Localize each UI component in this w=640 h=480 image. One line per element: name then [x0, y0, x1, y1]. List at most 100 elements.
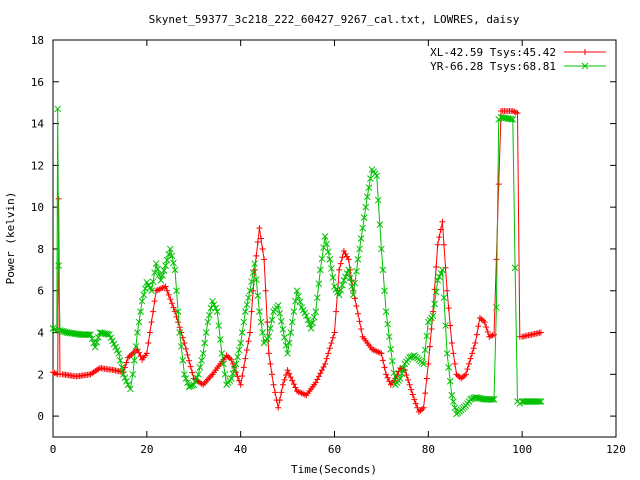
data-point: [384, 320, 392, 328]
y-tick-label: 0: [37, 410, 44, 423]
plot-frame: [52, 39, 617, 438]
data-point: [296, 298, 304, 306]
data-point: [324, 248, 332, 256]
data-point: [337, 286, 345, 294]
data-point: [191, 377, 199, 385]
data-point: [267, 324, 274, 332]
data-point: [286, 370, 293, 377]
data-point: [51, 369, 58, 376]
data-point: [536, 398, 543, 405]
data-point: [248, 278, 255, 286]
data-point: [176, 329, 184, 336]
data-point: [295, 292, 302, 300]
data-point: [362, 203, 370, 211]
data-point: [146, 329, 153, 336]
data-point: [132, 343, 140, 350]
data-point: [167, 296, 174, 303]
data-point: [321, 233, 329, 240]
data-point: [220, 360, 227, 368]
data-point: [475, 323, 482, 330]
data-point: [326, 345, 333, 352]
data-point: [236, 377, 243, 384]
data-point: [234, 353, 241, 361]
data-point: [276, 397, 283, 404]
data-point: [216, 336, 224, 343]
data-point: [383, 371, 390, 378]
data-point: [340, 248, 347, 255]
data-point: [344, 253, 351, 260]
data-point: [293, 287, 301, 295]
data-point: [421, 346, 429, 354]
data-point: [390, 369, 398, 377]
data-point: [166, 245, 174, 253]
data-point: [247, 329, 254, 336]
data-point: [358, 326, 365, 333]
data-point: [206, 311, 213, 319]
data-point: [188, 382, 196, 389]
data-point: [403, 372, 410, 379]
data-point: [447, 322, 454, 329]
data-point: [514, 110, 521, 117]
data-point: [221, 370, 229, 378]
data-point: [181, 370, 188, 378]
data-point: [159, 272, 166, 279]
data-point: [245, 338, 252, 345]
data-point: [229, 360, 236, 367]
data-point: [268, 371, 275, 378]
x-tick-label: 60: [328, 443, 341, 456]
data-point: [317, 370, 324, 377]
data-point: [537, 398, 545, 405]
data-point: [292, 384, 299, 391]
data-point: [412, 400, 419, 407]
data-point: [338, 281, 346, 289]
data-point: [434, 241, 441, 248]
data-point: [481, 319, 488, 326]
data-point: [154, 265, 162, 273]
data-point: [123, 359, 130, 366]
data-point: [462, 371, 469, 378]
data-point: [237, 381, 244, 388]
x-tick-label: 40: [234, 443, 247, 456]
data-point: [121, 374, 129, 382]
data-point: [150, 308, 157, 315]
series-xl: [50, 108, 544, 415]
data-point: [411, 396, 418, 403]
y-axis-label: Power (kelvin): [4, 192, 17, 285]
data-point: [149, 278, 157, 286]
data-point: [448, 339, 455, 346]
data-point: [262, 287, 269, 294]
data-point: [272, 389, 279, 396]
data-point: [256, 308, 263, 315]
data-point: [157, 276, 165, 284]
data-point: [232, 360, 240, 368]
data-point: [428, 326, 435, 333]
x-tick-label: 20: [140, 443, 153, 456]
data-point: [135, 318, 143, 326]
data-point: [351, 279, 359, 287]
data-point: [378, 245, 385, 253]
data-point: [181, 339, 188, 346]
data-point: [304, 316, 312, 324]
data-point: [495, 181, 502, 188]
data-point: [360, 214, 368, 221]
data-point: [436, 234, 443, 241]
data-point: [134, 329, 141, 336]
data-point: [204, 318, 212, 326]
data-point: [160, 267, 168, 274]
x-tick-label: 100: [512, 443, 532, 456]
data-point: [325, 350, 332, 357]
data-point: [55, 262, 62, 270]
data-point: [429, 312, 437, 320]
data-point: [287, 374, 294, 381]
data-point: [389, 357, 396, 365]
y-tick-label: 6: [37, 285, 44, 298]
data-point: [335, 291, 343, 299]
data-point: [252, 276, 260, 283]
data-point: [442, 322, 449, 329]
data-point: [164, 287, 171, 294]
data-point: [448, 391, 456, 399]
y-tick-label: 12: [31, 159, 44, 172]
data-point: [165, 291, 172, 298]
data-point: [467, 355, 474, 362]
